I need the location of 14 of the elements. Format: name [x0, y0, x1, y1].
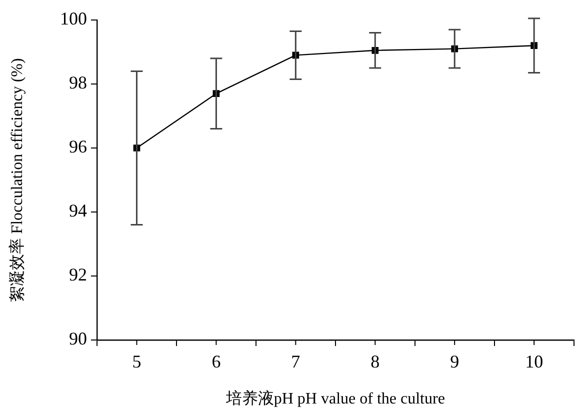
y-tick-label: 90	[69, 328, 87, 349]
x-axis-title: 培养液pH pH value of the culture	[224, 390, 445, 408]
x-tick-label: 5	[132, 352, 142, 372]
y-tick-label: 96	[69, 136, 87, 157]
x-tick-label: 7	[291, 352, 300, 372]
x-tick-label: 10	[525, 352, 544, 372]
y-tick-label: 94	[69, 200, 87, 221]
y-tick-label: 100	[60, 8, 87, 29]
x-tick-label: 6	[212, 352, 221, 372]
y-tick-label: 92	[69, 264, 87, 285]
y-tick-label: 98	[69, 72, 87, 93]
x-tick-label: 9	[450, 352, 460, 372]
y-axis-title: 絮凝效率 Flocculation efficiency (%)	[8, 58, 26, 302]
x-tick-label: 8	[370, 352, 380, 372]
